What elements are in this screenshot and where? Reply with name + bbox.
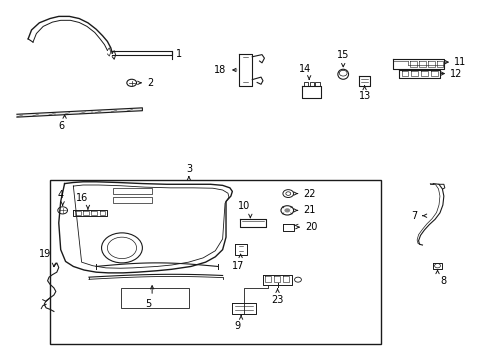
Text: 9: 9 [234, 321, 240, 331]
Text: 20: 20 [304, 222, 317, 232]
Bar [113, 188, 152, 194]
Text: 19: 19 [39, 249, 51, 259]
Text: 13: 13 [358, 91, 370, 102]
Text: 12: 12 [449, 68, 462, 78]
Text: 23: 23 [271, 295, 283, 305]
Polygon shape [17, 108, 142, 117]
Text: 14: 14 [298, 64, 310, 73]
Text: 21: 21 [302, 205, 315, 215]
Text: 11: 11 [453, 57, 466, 67]
Text: 6: 6 [59, 121, 64, 131]
Text: 10: 10 [238, 202, 250, 211]
Text: 8: 8 [439, 276, 445, 287]
Bar [120, 288, 188, 308]
Bar [50, 180, 380, 344]
Text: 15: 15 [336, 50, 349, 60]
Circle shape [284, 208, 289, 212]
Text: 5: 5 [145, 298, 152, 309]
Text: 2: 2 [147, 78, 153, 88]
Text: 16: 16 [76, 193, 88, 203]
Bar [113, 197, 152, 203]
Text: 18: 18 [214, 65, 226, 75]
Text: 17: 17 [231, 261, 244, 271]
Text: 3: 3 [185, 163, 192, 174]
Text: 22: 22 [302, 189, 315, 199]
Text: 1: 1 [175, 49, 181, 59]
Text: 7: 7 [410, 211, 416, 221]
Text: 4: 4 [57, 190, 63, 200]
